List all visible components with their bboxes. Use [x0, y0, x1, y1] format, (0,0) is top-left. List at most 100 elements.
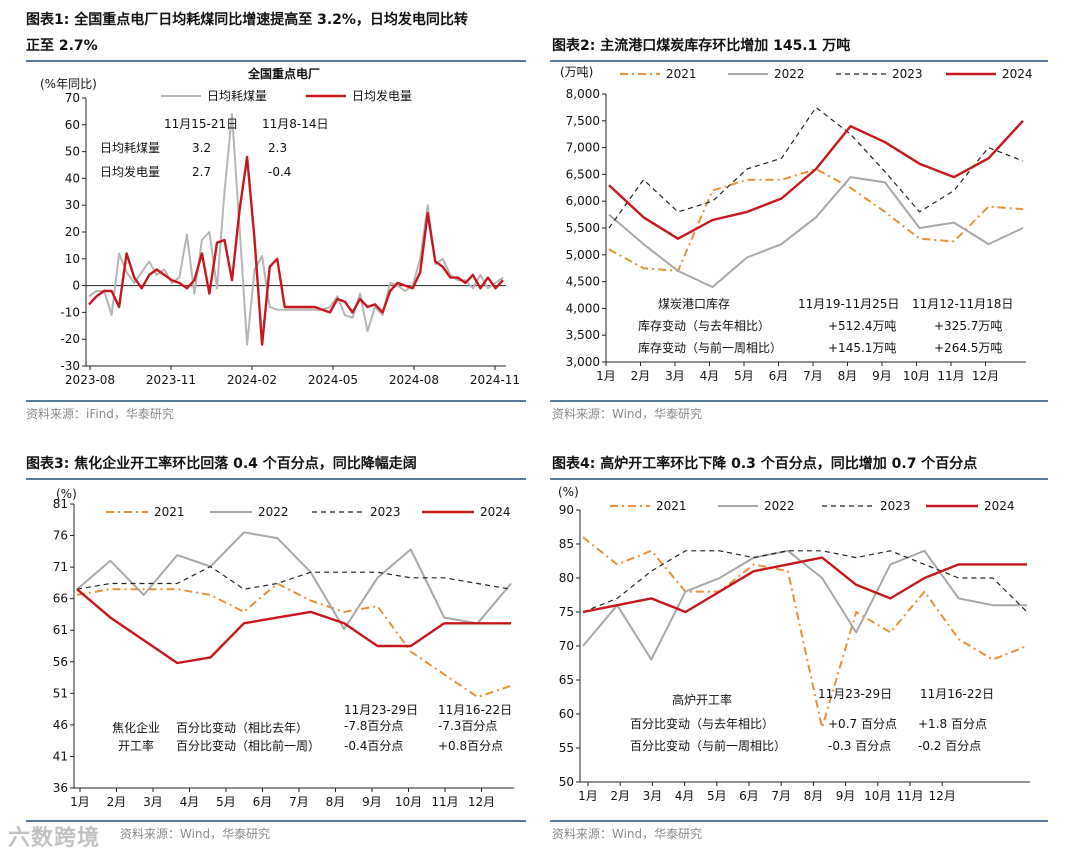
x-tick-label: 3月: [665, 369, 685, 383]
legend-label-2022: 2022: [774, 67, 805, 81]
y-tick-label: 90: [559, 503, 574, 517]
x-tick-label: 11月: [431, 795, 458, 809]
annot-label: 高炉开工率: [672, 692, 732, 707]
y-axis-label: (%年同比): [40, 77, 97, 91]
y-tick-label: 70: [559, 639, 574, 653]
x-tick-label: 5月: [216, 795, 236, 809]
annot-v11: 3.2: [192, 141, 211, 155]
annot-rowlabel2: 开工率: [118, 738, 154, 753]
annot-v21: +145.1万吨: [828, 341, 896, 355]
annot-col1: 11月23-29日: [818, 687, 892, 701]
y-tick-label: 65: [559, 673, 574, 687]
y-tick-label: 46: [53, 718, 68, 732]
y-tick-label: 5,500: [566, 221, 600, 235]
x-tick-label: 11月: [896, 789, 923, 803]
legend-label-日均耗煤量: 日均耗煤量: [207, 89, 267, 103]
chart3-source: 资料来源：Wind，华泰研究: [120, 827, 271, 841]
series-line-2021: [608, 168, 1024, 272]
x-tick-label: 12月: [468, 795, 495, 809]
y-tick-label: 60: [559, 707, 574, 721]
x-tick-label: 1月: [596, 369, 616, 383]
chart3-top-rule: [26, 478, 526, 480]
chart1-title-line1: 图表1: 全国重点电厂日均耗煤同比增速提高至 3.2%，日均发电同比转: [26, 12, 468, 28]
series-line-2022: [582, 549, 1027, 661]
y-tick-label: 10: [65, 252, 80, 266]
annot-col2: 11月8-14日: [262, 117, 329, 131]
y-tick-label: 61: [53, 623, 68, 637]
x-tick-label: 2024-02: [227, 373, 277, 387]
y-tick-label: 41: [53, 749, 68, 763]
annot-col2: 11月12-11月18日: [912, 297, 1013, 311]
chart1-title-line2: 正至 2.7%: [26, 38, 98, 54]
annot-row2: 百分比变动（与前一周相比）: [630, 738, 786, 753]
annot-col1: 11月15-21日: [164, 117, 238, 131]
annot-v12: 2.3: [268, 141, 287, 155]
x-tick-label: 7月: [803, 369, 823, 383]
legend-label-2021: 2021: [154, 505, 185, 519]
chart4-top-rule: [550, 478, 1048, 480]
y-tick-label: 4,500: [566, 275, 600, 289]
x-tick-label: 3月: [643, 789, 663, 803]
annot-v11: +512.4万吨: [828, 319, 896, 333]
y-tick-label: 71: [53, 560, 68, 574]
series-line-2024: [608, 119, 1024, 240]
x-tick-label: 4月: [700, 369, 720, 383]
chart2-title: 图表2: 主流港口煤炭库存环比增加 145.1 万吨: [552, 38, 851, 54]
x-tick-label: 9月: [362, 795, 382, 809]
y-tick-label: 56: [53, 655, 68, 669]
y-axis-label: (万吨): [560, 65, 593, 79]
x-tick-label: 8月: [804, 789, 824, 803]
y-tick-label: 3,500: [566, 328, 600, 342]
x-tick-label: 4月: [180, 795, 200, 809]
y-tick-label: 76: [53, 529, 68, 543]
annot-v12: +1.8 百分点: [918, 717, 987, 731]
x-tick-label: 11月: [937, 369, 964, 383]
chart2-source: 资料来源：Wind，华泰研究: [552, 407, 703, 421]
annot-row2: 日均发电量: [100, 164, 160, 179]
chart2-svg: 8,000 7,500 7,000 6,500 6,000 5,500 5,000 4,500…: [560, 65, 1033, 383]
y-tick-label: 30: [65, 198, 80, 212]
y-tick-label: 85: [559, 537, 574, 551]
x-tick-label: 6月: [769, 369, 789, 383]
chart4-svg: 90 85 80 75 70 65 60 55 50 (%) 1月 2月 3月 4月 5月 6月 7月 8月 9月 1…: [558, 485, 1030, 803]
chart3-bottom-rule: [26, 820, 526, 822]
annot-v11: +0.7 百分点: [828, 717, 897, 731]
x-tick-label: 1月: [578, 789, 598, 803]
annot-row1: 日均耗煤量: [100, 141, 160, 155]
x-tick-label: 12月: [929, 789, 956, 803]
annot-label: 煤炭港口库存: [658, 296, 730, 311]
series-line-日均发电量: [88, 155, 504, 346]
y-tick-label: 55: [559, 741, 574, 755]
series-line-2023: [76, 565, 512, 590]
y-tick-label: 80: [559, 571, 574, 585]
chart1-top-rule: [26, 60, 526, 62]
chart1-source: 资料来源：iFind，华泰研究: [26, 407, 174, 421]
y-tick-label: 51: [53, 686, 68, 700]
annot-row1: 库存变动（与去年相比）: [638, 318, 770, 333]
series-line-2021: [582, 536, 1028, 729]
annot-v22: -0.2 百分点: [918, 739, 981, 753]
annot-v21: 2.7: [192, 165, 211, 179]
x-tick-label: 7月: [289, 795, 309, 809]
x-tick-label: 4月: [675, 789, 695, 803]
annot-row2: 库存变动（与前一周相比）: [638, 340, 782, 355]
legend-label-2023: 2023: [892, 67, 923, 81]
x-tick-label: 5月: [734, 369, 754, 383]
x-tick-label: 2024-05: [308, 373, 358, 387]
y-tick-label: 4,000: [566, 301, 600, 315]
x-tick-label: 8月: [326, 795, 346, 809]
x-tick-label: 12月: [972, 369, 999, 383]
annot-v11: -7.8百分点: [344, 719, 403, 733]
y-tick-label: 6,500: [566, 167, 600, 181]
y-tick-label: 8,000: [566, 87, 600, 101]
legend-label-2021: 2021: [666, 67, 697, 81]
legend-label-2024: 2024: [480, 505, 511, 519]
x-tick-label: 2023-08: [65, 373, 115, 387]
annot-rowlabel1: 焦化企业: [112, 720, 160, 735]
y-tick-label: 70: [65, 91, 80, 105]
chart3-svg: 81 76 71 66 61 56 51 46 41 36 (%) 1月 2月 3月 4月 5月 6月 7月 8月 9…: [53, 487, 514, 809]
x-tick-label: 2月: [631, 369, 651, 383]
annot-v21: -0.3 百分点: [828, 739, 891, 753]
y-tick-label: 5,000: [566, 248, 600, 262]
x-tick-label: 10月: [903, 369, 930, 383]
